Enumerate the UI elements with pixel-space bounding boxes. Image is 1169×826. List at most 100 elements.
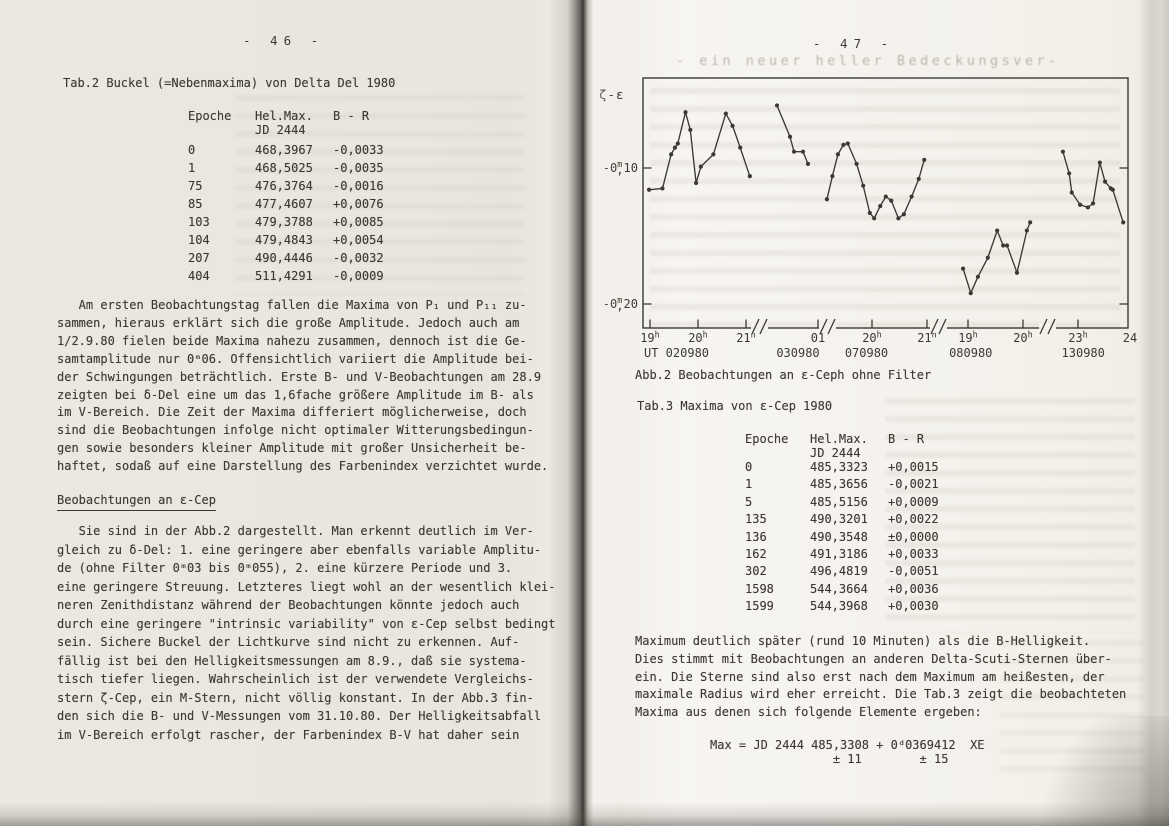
table-cell: 135 (745, 512, 767, 527)
table-cell: +0,0030 (888, 599, 939, 614)
figure-caption: Abb.2 Beobachtungen an ε-Ceph ohne Filte… (635, 368, 932, 382)
table-cell: -0,0016 (333, 179, 384, 193)
text-line: im V-Bereich erfolgt rascher, der Farben… (57, 727, 520, 742)
table-row: 1598 544,3664 +0,0036 (745, 581, 939, 598)
text-line: 1/2.9.80 fielen beide Maxima nahezu zusa… (57, 333, 527, 348)
table-cell: +0,0036 (888, 581, 939, 596)
table-row: 302 496,4819 -0,0051 (745, 563, 939, 580)
table2-header: Epoche Hel.Max. B - R (188, 109, 369, 123)
table-cell: +0,0015 (888, 460, 939, 474)
table-cell: 485,5156 (810, 494, 868, 509)
table2-rows: 0 468,3967 -0,0033 1 468,5025 -0,0035 75 476,37… (188, 141, 384, 285)
table2-caption: Tab.2 Buckel (=Nebenmaxima) von Delta De… (63, 76, 396, 90)
table-cell: 85 (188, 197, 203, 211)
table-cell: 490,3548 (810, 529, 868, 544)
text-line: gleich zu δ-Del: 1. eine geringere aber … (57, 542, 542, 557)
table-cell: 1 (188, 161, 196, 175)
text-line: durch eine geringere "intrinsic variabil… (57, 616, 556, 631)
table-cell: 511,4291 (255, 269, 313, 283)
table-cell: +0,0054 (333, 233, 384, 247)
table-cell: 490,4446 (255, 251, 313, 265)
text-line: stern ζ-Cep, ein M-Stern, nicht völlig k… (57, 690, 534, 705)
table-row: 135 490,3201 +0,0022 (745, 511, 939, 528)
text-line: fällig ist bei den Helligkeitsmessungen … (57, 653, 527, 668)
text-line: samtamplitude nur 0ᵐ06. Offensichtlich v… (57, 351, 534, 366)
table-cell: 302 (745, 564, 767, 579)
text-line: maximale Radius wird eher erreicht. Die … (635, 687, 1127, 702)
table-cell: 103 (188, 215, 210, 229)
table-cell: -0,0032 (333, 251, 384, 265)
text-line: der Schwingungen beträchtlich. Erste B- … (57, 369, 542, 384)
table-row: 207 490,4446 -0,0032 (188, 249, 384, 267)
table2-subheader: JD 2444 (255, 123, 306, 137)
svg-text:20h: 20h (862, 331, 882, 346)
table2-col-epoche: Epoche (188, 109, 232, 123)
svg-text:-0m,20: -0m,20 (603, 296, 638, 313)
text-line: eine geringere Streuung. Letzteres liegt… (57, 579, 556, 594)
table-row: 1 468,5025 -0,0035 (188, 159, 384, 177)
table-row: 136 490,3548 ±0,0000 (745, 529, 939, 546)
svg-text:-0m,10: -0m,10 (603, 160, 638, 177)
table2-col-helmax: Hel.Max. (255, 109, 313, 123)
svg-text:030980: 030980 (776, 346, 819, 360)
svg-text:080980: 080980 (949, 346, 992, 360)
table-cell: 468,3967 (255, 143, 313, 157)
svg-text:21h: 21h (917, 331, 937, 346)
text-line: ein. Die Sterne sind also erst nach dem … (635, 669, 1105, 684)
table-cell: 476,3764 (255, 179, 313, 193)
svg-text:130980: 130980 (1062, 346, 1105, 360)
text-line: ± 11 ± 15 (710, 752, 949, 767)
table-cell: 162 (745, 547, 767, 562)
table-cell: 485,3323 (810, 460, 868, 474)
text-line: sammen, hieraus erklärt sich die große A… (57, 315, 520, 330)
svg-text:ζ-ε: ζ-ε (599, 87, 625, 102)
table-cell: 1599 (745, 599, 774, 614)
paragraph-3: Maximum deutlich später (rund 10 Minuten… (635, 633, 1126, 722)
svg-text:01: 01 (811, 331, 825, 345)
scan-bottom-edge (0, 802, 1169, 826)
table-row: 1599 544,3968 +0,0030 (745, 598, 939, 615)
table-cell: -0,0051 (888, 564, 939, 579)
paragraph-1: Am ersten Beobachtungstag fallen die Max… (57, 297, 548, 476)
text-line: tisch tiefer liegen. Wahrscheinlich ist … (57, 672, 534, 686)
page-number-left: - 46 - (243, 33, 325, 48)
text-line: de (ohne Filter 0ᵐ03 bis 0ᵐ055), 2. eine… (57, 561, 513, 575)
table-cell: 5 (745, 494, 753, 509)
table-row: 404 511,4291 -0,0009 (188, 267, 384, 285)
table-row: 162 491,3186 +0,0033 (745, 546, 939, 563)
text-line: den sich die B- und V-Messungen vom 31.1… (57, 709, 542, 723)
table-cell: 477,4607 (255, 197, 313, 211)
table-cell: 544,3968 (810, 599, 868, 614)
table-cell: 75 (188, 179, 203, 193)
svg-text:23h: 23h (1068, 331, 1088, 346)
table-cell: 468,5025 (255, 161, 313, 175)
table-cell: 491,3186 (810, 547, 868, 562)
text-line: Maximum deutlich später (rund 10 Minuten… (635, 634, 1091, 648)
table-cell: 207 (188, 251, 210, 265)
scan-corner-shadow (1019, 716, 1169, 826)
table3-col-epoche: Epoche (745, 432, 789, 446)
table3-header: Epoche Hel.Max. B - R (745, 432, 924, 446)
lightcurve-figure: -0m,10 -0m,20 ζ-ε 19h 20h 21h 01 20h 21h 19h 20h 23… (599, 77, 1137, 360)
table-cell: -0,0033 (333, 143, 384, 157)
svg-text:19h: 19h (958, 331, 978, 346)
table-cell: 496,4819 (810, 564, 868, 579)
table-cell: 136 (745, 529, 767, 544)
svg-text:21h: 21h (736, 331, 756, 346)
table-cell: 404 (188, 269, 210, 283)
table3-rows: 0 485,3323 +0,0015 1 485,3656 -0,0021 5 485,515… (745, 459, 939, 616)
table-row: 5 485,5156 +0,0009 (745, 494, 939, 511)
table2-col-br: B - R (333, 109, 370, 123)
table-cell: 485,3656 (810, 477, 868, 492)
svg-text:070980: 070980 (845, 346, 888, 360)
table-cell: 0 (188, 143, 196, 157)
table-cell: 479,3788 (255, 215, 313, 229)
table-cell: 1598 (745, 581, 774, 596)
svg-text:20h: 20h (688, 331, 708, 346)
table-cell: -0,0035 (333, 161, 384, 175)
table-row: 0 485,3323 +0,0015 (745, 459, 939, 476)
table3-col-helmax: Hel.Max. (810, 432, 868, 446)
table3-col-br: B - R (888, 432, 925, 446)
table-cell: -0,0021 (888, 477, 939, 492)
svg-text:UT 020980: UT 020980 (644, 346, 709, 360)
